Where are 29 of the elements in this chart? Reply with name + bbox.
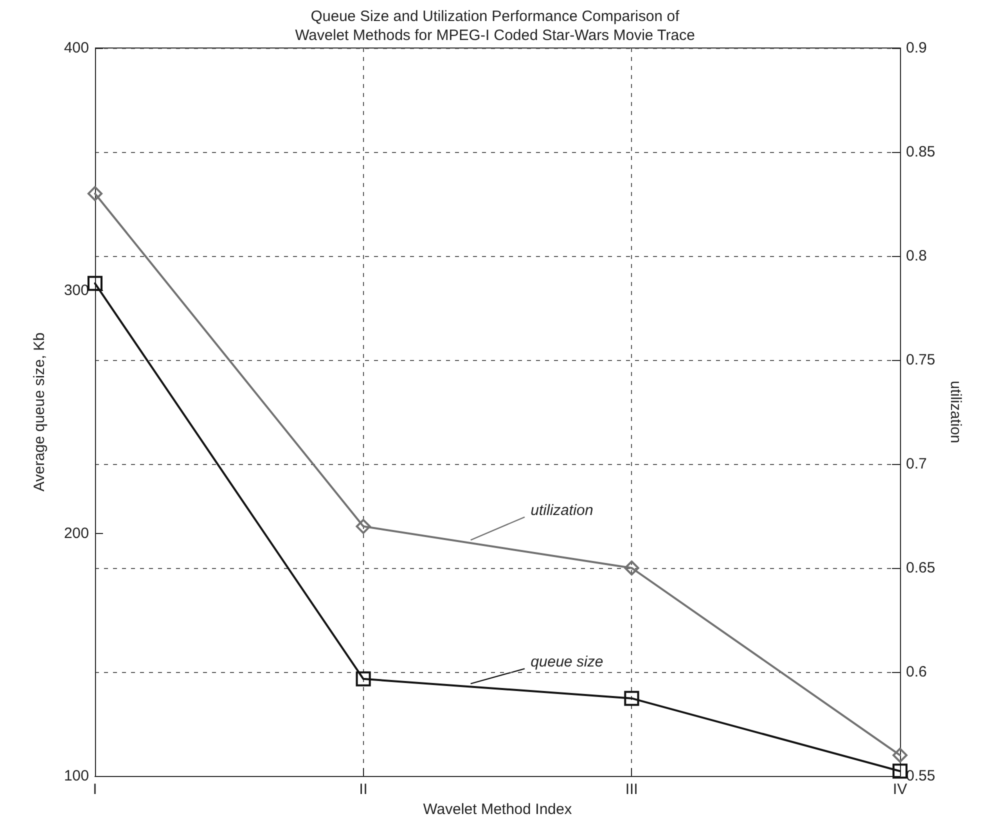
point	[356, 518, 371, 534]
y-tick-label: 300	[64, 282, 89, 300]
chart-title: Queue Size and Utilization Performance Comparison of Wavelet Methods for MPEG-I Coded Star-Wars Movie Trace	[295, 8, 695, 44]
y2-tick-label: 0.8	[906, 248, 927, 264]
point	[892, 764, 908, 779]
x-tick-label: I	[92, 781, 98, 798]
x-tick-label: III	[625, 781, 638, 798]
y2-tick-label: 0.7	[906, 456, 927, 472]
x-tick-label: II	[359, 781, 368, 798]
y2-tick-label: 0.65	[906, 560, 936, 576]
y2-tick-label: 0.75	[906, 352, 936, 368]
point	[624, 690, 640, 706]
point	[624, 560, 640, 576]
y2-tick-label: 0.85	[906, 144, 936, 160]
x-tick-label: IV	[892, 781, 908, 798]
series-label: queue size	[530, 654, 604, 671]
y2-axis-title: utilization	[947, 380, 964, 444]
text: utilization	[530, 502, 594, 520]
y-tick-label: 100	[64, 768, 89, 784]
point	[356, 671, 371, 686]
y2-tick-label: 0.6	[906, 664, 927, 680]
x-axis-title: Wavelet Method Index	[423, 801, 572, 818]
y-tick-label: 400	[64, 40, 89, 56]
point	[88, 276, 102, 291]
y-tick-label: 200	[64, 524, 89, 542]
point	[892, 748, 908, 763]
y-axis-title: Average queue size, Kb	[31, 332, 48, 492]
point	[88, 186, 102, 202]
y2-tick-label: 0.9	[906, 40, 927, 56]
